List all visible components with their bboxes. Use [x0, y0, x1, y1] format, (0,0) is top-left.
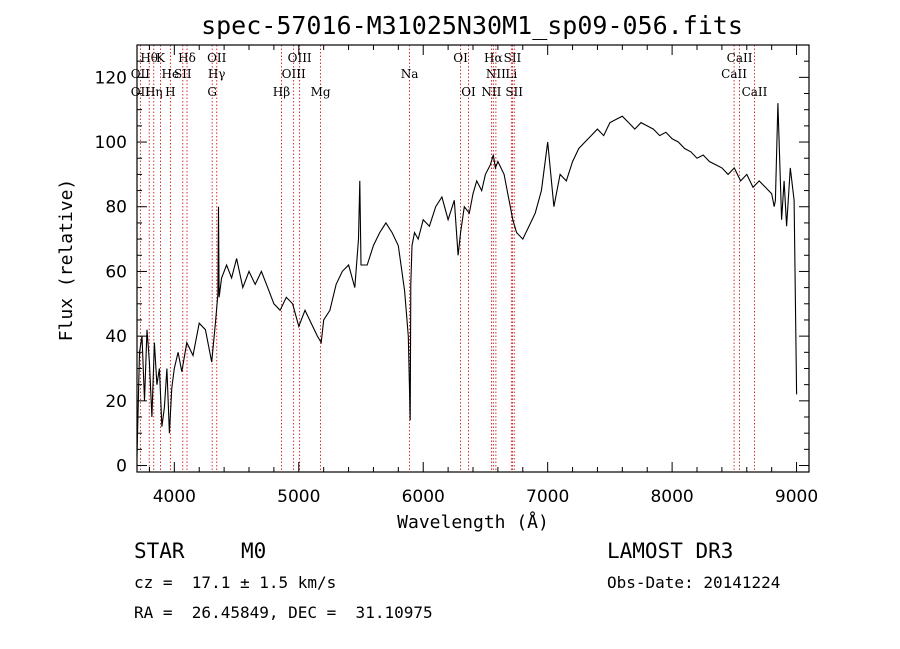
line-label: Hθ [140, 51, 158, 65]
line-label: H [165, 85, 175, 99]
x-axis-ticks: 4000 5000 6000 7000 8000 9000 [148, 45, 818, 507]
coordinates-text: RA = 26.45849, DEC = 31.10975 [134, 603, 433, 622]
line-label: CaII [727, 51, 753, 65]
line-label: NII [486, 67, 506, 81]
survey-name: LAMOST DR3 [607, 539, 734, 563]
line-label: OI [453, 51, 468, 65]
chart-title: spec-57016-M31025N30M1_sp09-056.fits [201, 11, 743, 40]
line-label: CaII [721, 67, 747, 81]
object-class: STAR [134, 539, 185, 563]
line-label: K [156, 51, 166, 65]
line-label: OI [461, 85, 476, 99]
line-label: SII [504, 51, 522, 65]
x-tick-label: 9000 [775, 487, 818, 507]
line-label: He [162, 67, 180, 81]
line-label: OII [131, 67, 151, 81]
y-axis-label: Flux (relative) [56, 179, 77, 342]
line-label: Li [505, 67, 517, 81]
y-tick-label: 40 [105, 327, 127, 347]
line-label: Hα [484, 51, 503, 65]
line-label: G [207, 85, 217, 99]
x-axis-label: Wavelength (Å) [397, 511, 549, 533]
x-tick-label: 4000 [153, 487, 196, 507]
y-tick-label: 60 [105, 262, 127, 282]
obs-date-text: Obs-Date: 20141224 [607, 573, 781, 592]
line-label: OII [131, 85, 151, 99]
y-tick-label: 120 [95, 68, 127, 88]
line-label: SII [505, 85, 523, 99]
line-label: NII [481, 85, 501, 99]
x-tick-label: 5000 [277, 487, 320, 507]
line-label: OIII [288, 51, 312, 65]
line-label: Hη [145, 85, 163, 99]
y-tick-label: 100 [95, 133, 127, 153]
line-label: Mg [311, 85, 331, 99]
line-label: Hδ [178, 51, 196, 65]
line-label: OIII [282, 67, 306, 81]
y-tick-label: 0 [116, 457, 127, 477]
line-label: Hγ [208, 67, 226, 81]
line-label: CaII [742, 85, 768, 99]
line-label: Na [401, 67, 419, 81]
object-subclass: M0 [241, 539, 267, 563]
x-tick-label: 7000 [526, 487, 569, 507]
spectrum-line [136, 103, 798, 456]
x-tick-label: 6000 [402, 487, 445, 507]
line-label: Hβ [273, 85, 290, 99]
x-tick-label: 8000 [650, 487, 693, 507]
y-tick-label: 20 [105, 392, 127, 412]
line-label: OII [207, 51, 227, 65]
emission-line-markers [139, 45, 755, 472]
line-label: SII [174, 67, 192, 81]
y-axis-ticks: 0 20 40 60 80 100 120 [95, 60, 809, 477]
plot-frame [136, 44, 810, 473]
redshift-text: cz = 17.1 ± 1.5 km/s [134, 573, 337, 592]
y-tick-label: 80 [105, 198, 127, 218]
